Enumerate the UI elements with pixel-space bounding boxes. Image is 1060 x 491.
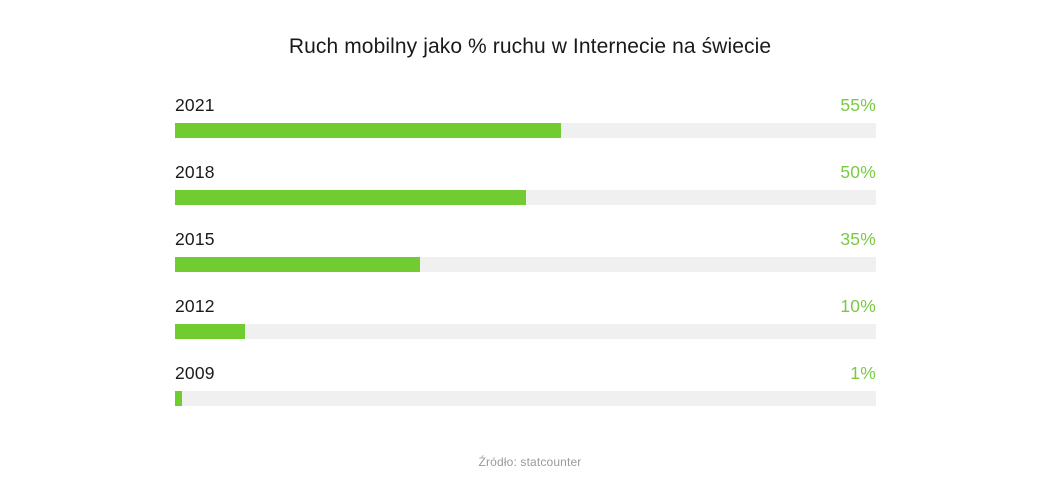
bar-track xyxy=(175,257,876,272)
bar-row: 2015 35% xyxy=(175,228,876,295)
bar-row-header: 2018 50% xyxy=(175,161,876,190)
bar-row: 2012 10% xyxy=(175,295,876,362)
bar-row: 2009 1% xyxy=(175,362,876,429)
bar-category-label: 2018 xyxy=(175,162,215,182)
bar-value-label: 50% xyxy=(840,162,876,182)
bar-category-label: 2021 xyxy=(175,95,215,115)
chart-title: Ruch mobilny jako % ruchu w Internecie n… xyxy=(288,35,772,58)
bar-row-header: 2009 1% xyxy=(175,362,876,391)
bar-category-label: 2012 xyxy=(175,296,215,316)
bar-track xyxy=(175,324,876,339)
bar-track xyxy=(175,391,876,406)
bar-value-label: 35% xyxy=(840,229,876,249)
bar-track xyxy=(175,123,876,138)
bar-chart-rows: 2021 55% 2018 50% 2015 35% xyxy=(175,94,876,429)
bar-category-label: 2015 xyxy=(175,229,215,249)
bar-track xyxy=(175,190,876,205)
bar-value-label: 10% xyxy=(840,296,876,316)
bar-row-header: 2012 10% xyxy=(175,295,876,324)
bar-row: 2018 50% xyxy=(175,161,876,228)
bar-fill xyxy=(175,123,561,138)
bar-value-label: 1% xyxy=(850,363,876,383)
bar-fill xyxy=(175,324,246,339)
bar-fill xyxy=(175,257,421,272)
bar-fill xyxy=(175,391,182,406)
bar-row: 2021 55% xyxy=(175,94,876,161)
bar-value-label: 55% xyxy=(840,95,876,115)
bar-category-label: 2009 xyxy=(175,363,215,383)
bar-row-header: 2021 55% xyxy=(175,94,876,123)
chart-source-note: Źródło: statcounter xyxy=(478,455,582,469)
bar-row-header: 2015 35% xyxy=(175,228,876,257)
bar-fill xyxy=(175,190,526,205)
